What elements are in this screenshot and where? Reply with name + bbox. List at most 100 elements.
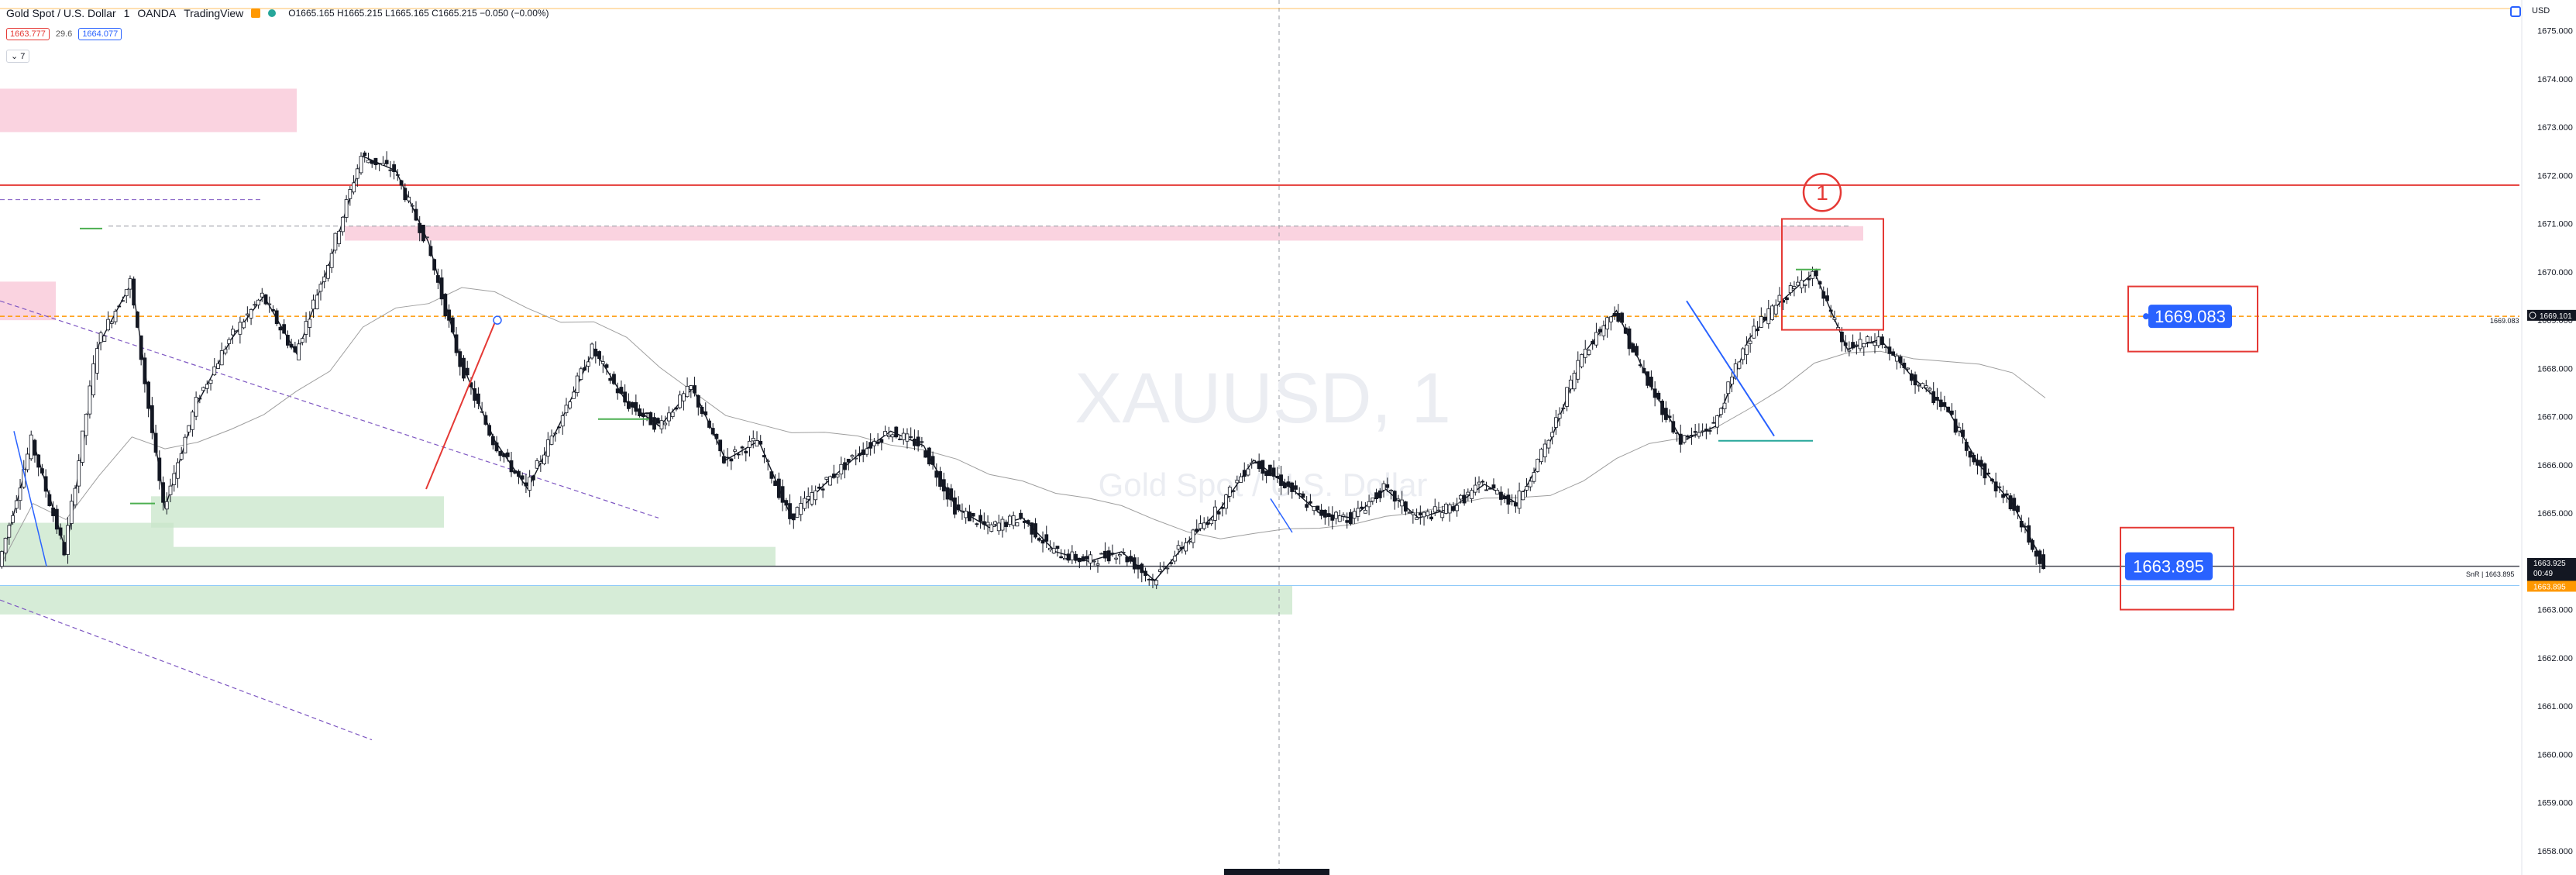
candle [740,446,745,449]
candle [1074,553,1078,561]
candle [553,432,558,435]
axis-tick-label: 1666.000 [2537,461,2573,470]
candle [978,515,982,522]
candle [1913,374,1917,386]
candle [674,407,679,410]
candle [913,439,917,446]
candle [1866,336,1869,343]
platform-name: TradingView [184,7,244,19]
candle [549,436,554,445]
circle-marker-icon [1802,172,1842,212]
candle [1429,516,1433,520]
candle [1715,415,1719,428]
candle [1371,497,1375,501]
symbol-name[interactable]: Gold Spot / U.S. Dollar [6,7,116,19]
candle [399,180,404,186]
candle [1642,367,1646,374]
candle [0,551,4,567]
candle [989,524,994,532]
last-price-text: 1663.925 [2533,560,2566,568]
candle [1019,512,1023,518]
candle [641,412,645,418]
candle [1451,506,1456,512]
candle [363,152,367,157]
candle [1415,517,1419,520]
candle [1601,325,1606,336]
candle [590,343,594,359]
candle [425,236,429,239]
candle [1825,295,1829,301]
candle [1212,506,1217,521]
candle [803,498,807,509]
sell-price-button[interactable]: 1663.777 [6,28,50,40]
candle [1883,346,1888,349]
candle [729,458,734,462]
candle [274,310,279,325]
candle [1756,329,1760,332]
candle [1909,373,1914,381]
candle [1337,515,1342,522]
indicators-toggle-button[interactable]: ⌄ 7 [6,50,30,63]
candle [634,401,638,412]
currency-label[interactable]: USD [2532,6,2550,16]
candle [205,384,209,389]
candle [1803,284,1807,286]
buy-price-button[interactable]: 1664.077 [78,28,122,40]
candle [1649,377,1653,388]
candle [84,413,88,436]
candle [1161,566,1166,567]
candle [1898,356,1903,363]
candle [1322,509,1327,518]
candle [638,408,641,417]
flag-icon[interactable] [251,9,261,18]
trend-line-blue [13,431,47,567]
candle [795,507,800,518]
candle [1205,522,1210,525]
candle [1663,408,1668,420]
candle [36,454,41,468]
candle [1040,539,1045,544]
candle [670,412,675,418]
axis-tick-label: 1660.000 [2537,750,2573,760]
resistance-price-badge [2148,305,2232,329]
candle [1187,540,1192,543]
candle [1557,413,1562,419]
grid-layer [0,0,2510,875]
candle [535,460,539,469]
candle [1279,474,1283,486]
candle [784,500,789,506]
candle [2004,493,2009,496]
candle [179,453,184,460]
candle [1220,507,1225,509]
candle [1616,312,1621,322]
candle [1759,316,1763,328]
candle [1682,435,1687,443]
candle [1539,449,1543,463]
candle [190,412,194,430]
candle [1773,305,1778,315]
candle [971,512,975,517]
candle [242,322,246,329]
candle [98,332,103,343]
demand-zone [0,522,174,567]
candle [73,487,77,505]
candle [1103,550,1107,559]
countdown-text: 00:49 [2533,570,2553,578]
candle [2034,550,2038,557]
candle [1605,317,1610,329]
candle [703,411,708,415]
candle [1873,342,1877,346]
axis-badge-text: 1669.101 [2540,312,2572,321]
candle [348,189,353,199]
symbol-interval[interactable]: 1 [123,7,130,19]
candle [1576,360,1580,380]
candle [1048,547,1052,550]
currency-icon[interactable] [2510,6,2521,17]
ohlc-values: O1665.165 H1665.215 L1665.165 C1665.215 … [288,8,549,19]
axis-tick-label: 1659.000 [2537,799,2573,808]
bid-price-text: 1663.895 [2533,583,2566,591]
axis-badge-dark [2527,309,2576,321]
candle [1426,511,1430,516]
